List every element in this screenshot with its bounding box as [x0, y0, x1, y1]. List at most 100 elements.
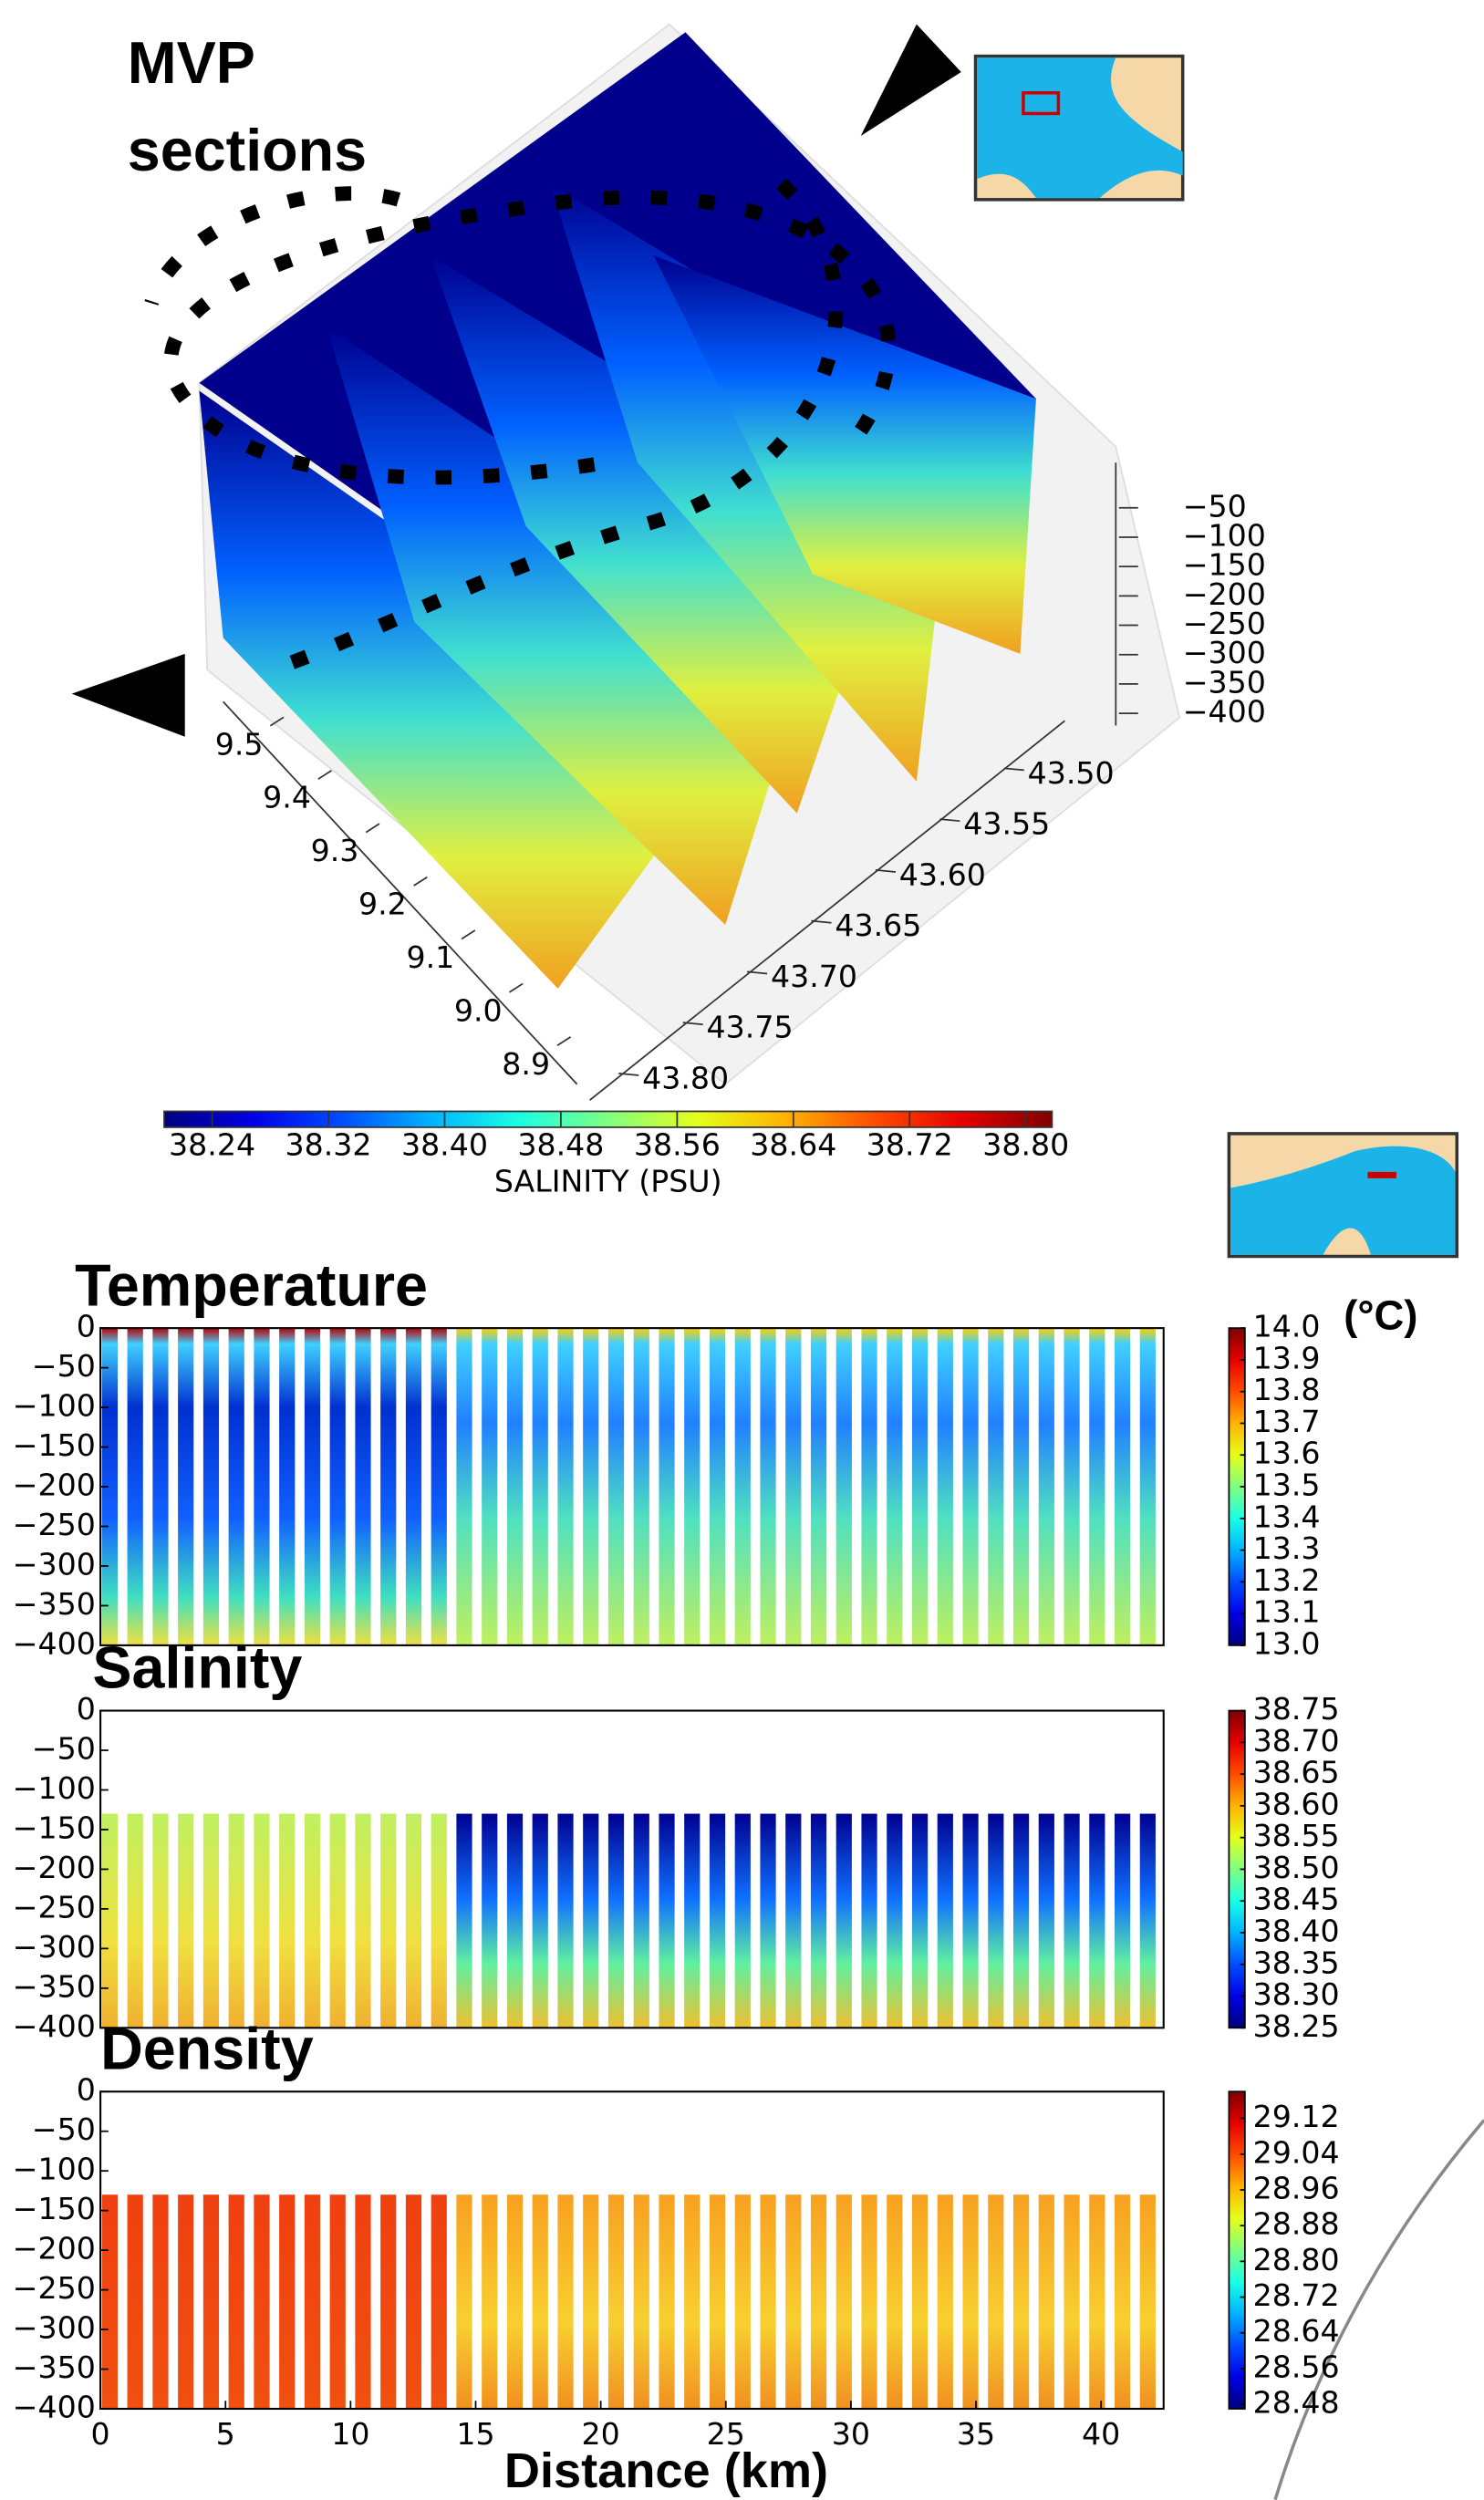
profile-stripe [1064, 1813, 1080, 2028]
profile-stripe [482, 1328, 498, 1645]
section-wall [199, 390, 726, 989]
colorbar-tick-label: 38.72 [867, 1126, 953, 1162]
y-tick-label: −50 [32, 1348, 96, 1384]
profile-stripe [734, 1813, 751, 2028]
profile-stripe [861, 1328, 877, 1645]
profile-stripe [988, 1813, 1004, 2028]
tick-mark [556, 1036, 572, 1047]
colorbar-tick-label: 38.80 [982, 1126, 1069, 1162]
y-tick-label: −300 [13, 1546, 96, 1582]
colorbar-tick-label: 28.96 [1253, 2170, 1340, 2205]
colorbar-tick-label: 38.50 [1253, 1850, 1340, 1885]
profile-stripe [607, 1813, 625, 2028]
profile-stripe [178, 1328, 194, 1645]
profile-stripe [228, 1328, 244, 1645]
section-wall [430, 255, 893, 814]
colorbar-tick-label: 38.64 [750, 1126, 836, 1162]
panel-title: Density [100, 2015, 314, 2081]
profile-stripe [1139, 2194, 1156, 2409]
units-label: (°C) [1344, 1292, 1417, 1339]
profile-stripe [101, 2194, 119, 2409]
x-tick-label: 5 [216, 2416, 235, 2452]
profile-stripe [355, 1328, 371, 1645]
tick-label: 43.60 [899, 856, 986, 892]
colorbar-tick-label: 13.5 [1253, 1468, 1321, 1503]
profile-stripe [532, 2194, 548, 2409]
tick-label: 9.3 [311, 833, 359, 868]
arrow [860, 24, 961, 136]
dotted-outline [163, 190, 897, 485]
tick-mark [509, 982, 524, 993]
tick-mark [811, 919, 832, 924]
tick-mark [269, 716, 285, 727]
y-tick-label: −350 [13, 1968, 96, 2004]
colorbar [1228, 2090, 1246, 2410]
profile-stripe [1089, 2194, 1105, 2409]
profile-stripe [254, 2194, 270, 2409]
profile-stripe [785, 1328, 802, 1645]
panel-title: Salinity [92, 1634, 302, 1701]
profile-stripe [785, 2194, 802, 2409]
tick-label: 9.1 [406, 939, 454, 975]
tick-label: 9.5 [215, 726, 264, 762]
x-tick-label: 0 [91, 2416, 110, 2452]
profile-stripe [633, 2194, 649, 2409]
x-tick-label: 30 [832, 2416, 870, 2452]
profile-stripe [734, 2194, 751, 2409]
profile-stripe [835, 1328, 852, 1645]
profile-stripe [1012, 1328, 1030, 1645]
y-tick-label: −100 [13, 2152, 96, 2187]
tick-mark [1003, 767, 1024, 772]
colorbar-tick-label: 13.0 [1253, 1625, 1321, 1661]
colorbar-tick-label: 38.40 [1253, 1913, 1340, 1948]
colorbar-tick-label: 13.3 [1253, 1530, 1321, 1566]
tick-label: 9.2 [358, 887, 407, 922]
profile-stripe [962, 1813, 979, 2028]
colorbar-tick-label: 38.45 [1253, 1882, 1340, 1917]
profile-stripe [456, 2194, 472, 2409]
profile-stripe [380, 1328, 397, 1645]
colorbar-tick-label: 13.7 [1253, 1404, 1321, 1439]
profile-stripe [431, 2194, 447, 2409]
y-tick-label: −150 [13, 2191, 96, 2226]
tick-label: −400 [1183, 694, 1266, 730]
profile-stripe [962, 2194, 979, 2409]
profile-stripe [684, 1813, 700, 2028]
profile-stripe [760, 1813, 776, 2028]
tick-label: 8.9 [502, 1046, 550, 1082]
x-axis-label: Distance (km) [504, 2443, 828, 2498]
colorbar-tick-label: 38.55 [1253, 1818, 1340, 1853]
colorbar-tick-label: 38.32 [285, 1126, 372, 1162]
profile-stripe [202, 1813, 220, 2028]
profile-stripe [1139, 1328, 1156, 1645]
annotation: sections [128, 117, 367, 183]
profile-stripe [304, 1813, 321, 2028]
profile-stripe [228, 1813, 244, 2028]
arrow [71, 653, 185, 737]
profile-stripe [355, 2194, 371, 2409]
profile-stripe [835, 2194, 852, 2409]
tick-mark [939, 818, 960, 823]
x-tick-label: 15 [456, 2416, 494, 2452]
profile-stripe [911, 2194, 929, 2409]
colorbar-tick-label: 28.56 [1253, 2349, 1340, 2384]
colorbar-tick-label: 38.56 [634, 1126, 721, 1162]
profile-stripe [1114, 1813, 1131, 2028]
dotted-outline [144, 178, 844, 677]
y-tick-label: −150 [13, 1810, 96, 1845]
annotation: MVP [128, 29, 255, 96]
profile-stripe [583, 1328, 599, 1645]
profile-stripe [1089, 1328, 1105, 1645]
profile-stripe [304, 1328, 321, 1645]
profile-stripe [506, 1813, 524, 2028]
profile-stripe [937, 2194, 953, 2409]
profile-stripe [279, 1813, 296, 2028]
panel-title: Temperature [75, 1251, 428, 1318]
tick-label: 43.55 [963, 806, 1050, 842]
axis-line [223, 700, 578, 1085]
colorbar-tick-label: 13.2 [1253, 1562, 1321, 1598]
profile-stripe [329, 2194, 346, 2409]
profile-stripe [583, 2194, 599, 2409]
profile-stripe [887, 1813, 903, 2028]
